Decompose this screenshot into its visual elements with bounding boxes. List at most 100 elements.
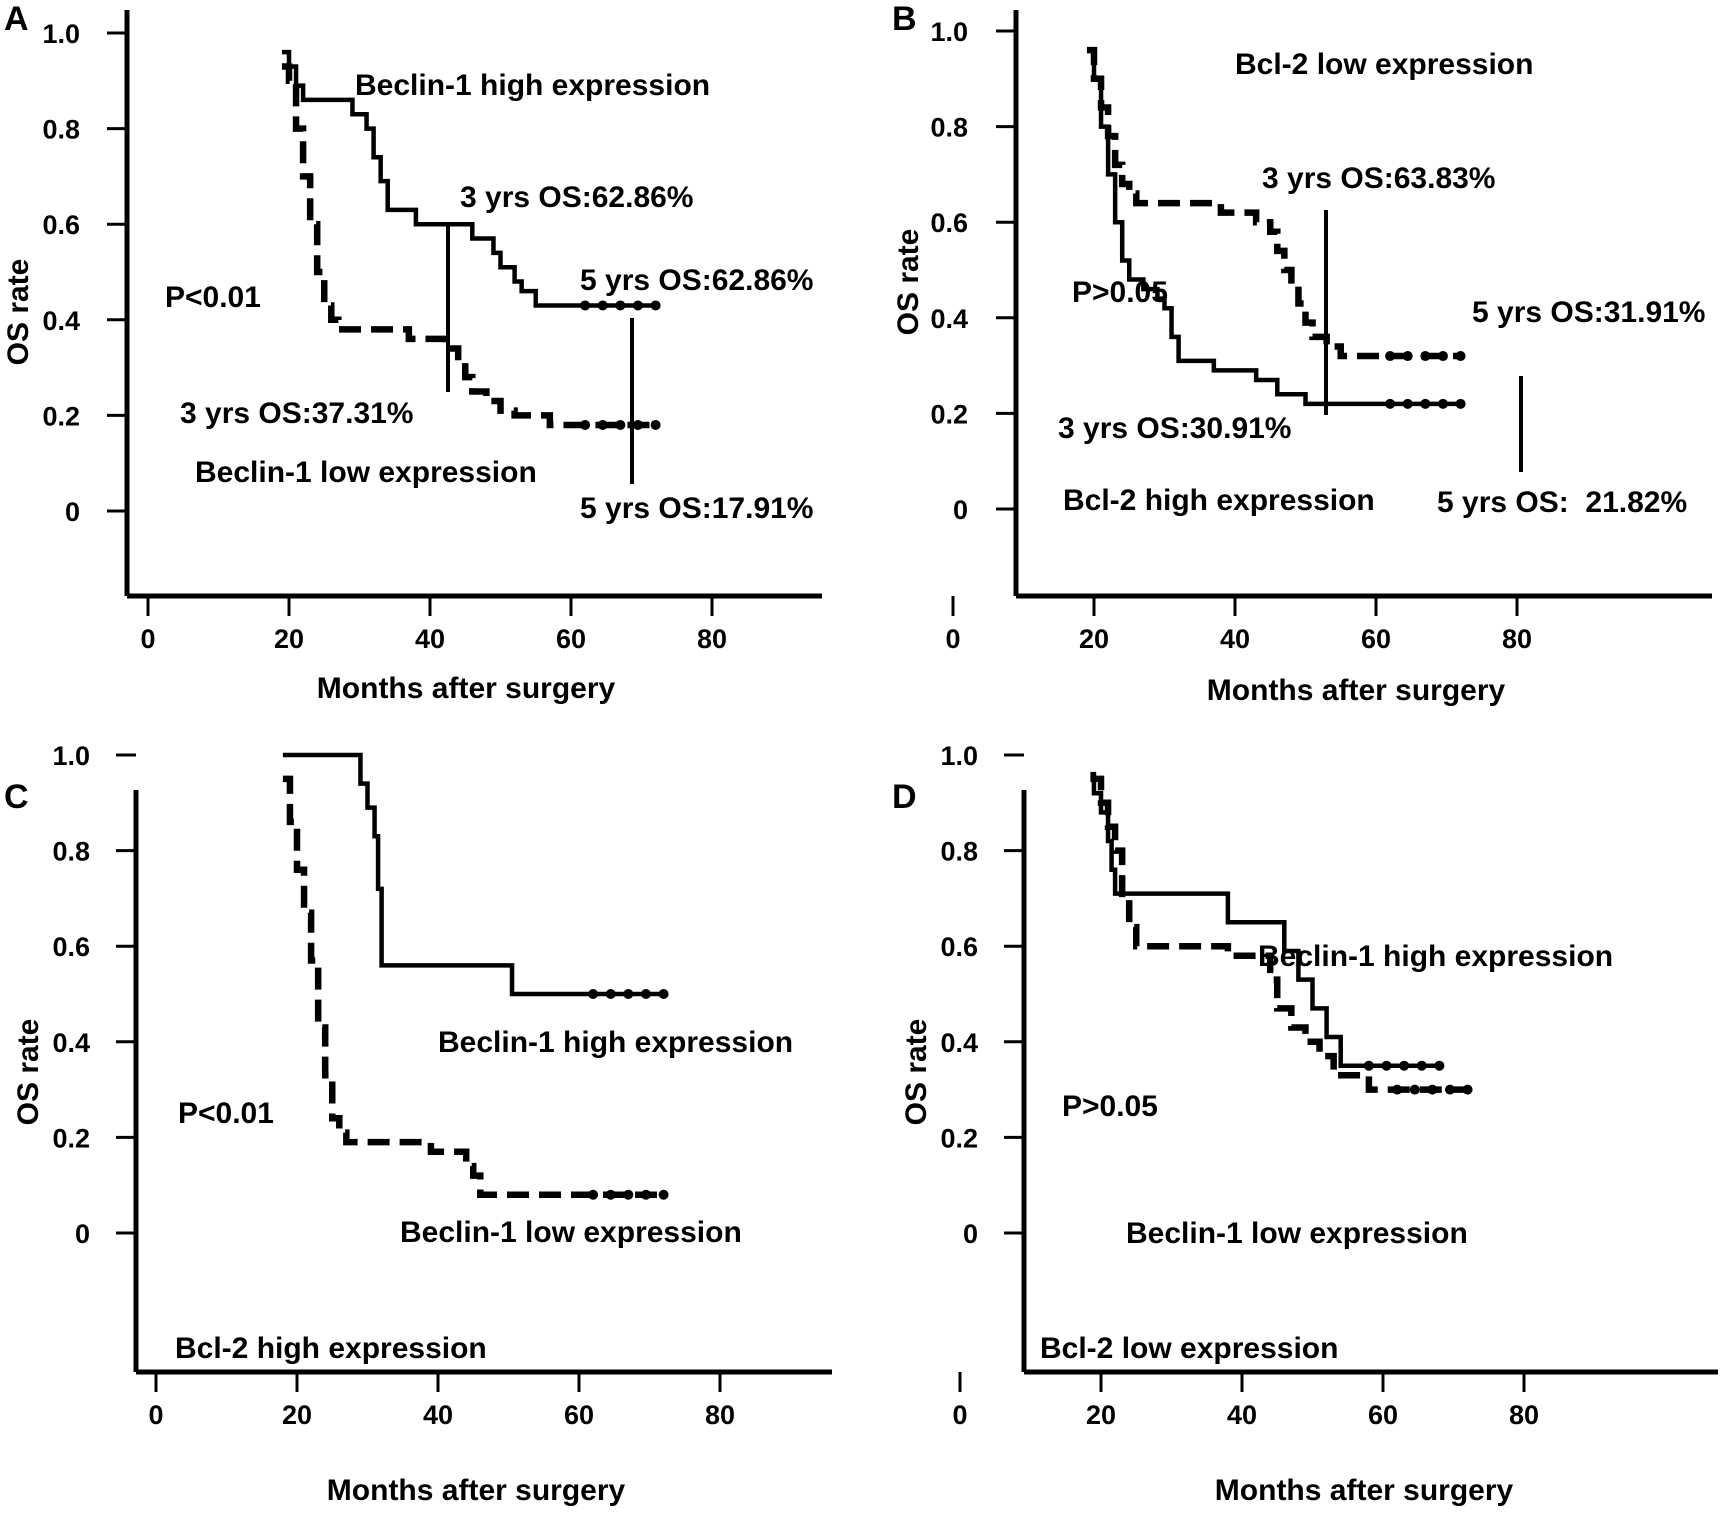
panel-c-x-ticks: 0 20 40 60 80 <box>148 1372 735 1430</box>
panel-a-series-low-label: Beclin-1 low expression <box>195 456 537 489</box>
censor-mark <box>1385 351 1396 362</box>
y-tick-label: 0.6 <box>940 932 978 962</box>
x-tick-label: 80 <box>705 1400 735 1430</box>
censor-mark <box>1437 398 1448 409</box>
censor-mark <box>1363 1060 1374 1071</box>
x-tick-label: 0 <box>952 1400 967 1430</box>
y-tick-label: 0.6 <box>52 932 90 962</box>
panel-a-p-value: P<0.01 <box>165 281 261 314</box>
y-tick-label: 0.8 <box>42 115 80 145</box>
y-tick-label: 0.4 <box>52 1028 90 1058</box>
panel-a-y-ticks: 0 0.2 0.4 0.6 0.8 1.0 <box>42 19 127 527</box>
censor-mark <box>605 1189 616 1200</box>
panel-c-subgroup-label: Bcl-2 high expression <box>175 1332 487 1365</box>
y-tick-label: 1.0 <box>42 19 80 49</box>
x-tick-label: 40 <box>423 1400 453 1430</box>
km-curve-dashed-series-1 <box>282 775 664 1199</box>
panel-c-bcl2-high-subgroup: C 0 0.2 0.4 0.6 0.8 1.0 0 20 40 60 80 Months afte… <box>4 741 832 1507</box>
censor-mark <box>632 300 643 311</box>
censor-mark <box>650 419 661 430</box>
x-tick-label: 80 <box>1509 1400 1539 1430</box>
censor-mark <box>588 989 599 999</box>
panel-b-series-high-label: Bcl-2 high expression <box>1063 484 1375 517</box>
censor-mark <box>580 419 591 430</box>
panel-a-3yr-low: 3 yrs OS:37.31% <box>180 397 413 430</box>
censor-mark <box>615 419 626 430</box>
x-tick-label: 40 <box>415 624 445 654</box>
panel-d-curves <box>1090 771 1473 1095</box>
panel-b-p-value: P>0.05 <box>1072 276 1168 309</box>
censor-mark <box>1392 1084 1403 1095</box>
x-tick-label: 0 <box>148 1400 163 1430</box>
panel-d-x-ticks: 0 20 40 60 80 <box>952 1372 1539 1430</box>
x-tick-label: 60 <box>556 624 586 654</box>
censor-mark <box>632 419 643 430</box>
panel-d-series-low-label: Beclin-1 low expression <box>1126 1217 1468 1250</box>
censor-mark <box>658 1189 669 1200</box>
censor-mark <box>1455 351 1466 362</box>
censor-mark <box>623 1189 634 1200</box>
censor-mark <box>1402 398 1413 409</box>
x-tick-label: 0 <box>945 624 960 654</box>
panel-d-letter: D <box>892 778 917 816</box>
panel-b-x-label: Months after surgery <box>1207 674 1506 707</box>
panel-c-series-high-label: Beclin-1 high expression <box>438 1026 793 1059</box>
y-tick-label: 0.2 <box>42 401 80 431</box>
censor-mark <box>597 300 608 311</box>
panel-b-bcl2-km: B 0 0.2 0.4 0.6 0.8 1.0 0 20 40 60 80 Months afte… <box>892 0 1712 707</box>
panel-a-x-label: Months after surgery <box>317 672 616 705</box>
km-curve-solid-series-0 <box>282 752 664 997</box>
y-tick-label: 1.0 <box>930 17 968 47</box>
censor-mark <box>1385 398 1396 409</box>
panel-b-y-ticks: 0 0.2 0.4 0.6 0.8 1.0 <box>930 17 1016 525</box>
panel-a-series-high-label: Beclin-1 high expression <box>355 69 710 102</box>
x-tick-label: 20 <box>274 624 304 654</box>
panel-d-x-label: Months after surgery <box>1215 1474 1514 1507</box>
censor-mark <box>1437 351 1448 362</box>
censor-mark <box>1434 1060 1445 1071</box>
panel-d-p-value: P>0.05 <box>1062 1090 1158 1123</box>
panel-c-letter: C <box>4 778 29 816</box>
y-tick-label: 0.4 <box>940 1028 978 1058</box>
km-curve-dashed-series-1 <box>1090 775 1468 1093</box>
panel-c-curves <box>282 752 669 1200</box>
panel-b-letter: B <box>892 0 917 38</box>
y-tick-label: 0 <box>953 495 968 525</box>
panel-a-3yr-high: 3 yrs OS:62.86% <box>460 181 693 214</box>
x-tick-label: 0 <box>140 624 155 654</box>
censor-mark <box>597 419 608 430</box>
panel-b-series-low-label: Bcl-2 low expression <box>1235 48 1533 81</box>
panel-c-y-ticks: 0 0.2 0.4 0.6 0.8 1.0 <box>52 741 136 1249</box>
panel-a-5yr-low: 5 yrs OS:17.91% <box>580 492 813 525</box>
km-curve-solid-series-0 <box>1090 771 1440 1068</box>
y-tick-label: 0.6 <box>930 208 968 238</box>
panel-a-5yr-high: 5 yrs OS:62.86% <box>580 264 813 297</box>
panel-c-p-value: P<0.01 <box>178 1097 274 1130</box>
x-tick-label: 60 <box>564 1400 594 1430</box>
censor-mark <box>1402 351 1413 362</box>
y-tick-label: 0.2 <box>52 1123 90 1153</box>
panel-d-y-label: OS rate <box>900 1019 933 1126</box>
km-curve-dashed-series-0 <box>1086 46 1461 360</box>
panel-b-curves <box>1086 46 1466 409</box>
x-tick-label: 20 <box>1086 1400 1116 1430</box>
y-tick-label: 1.0 <box>940 741 978 771</box>
censor-mark <box>1427 1084 1438 1095</box>
censor-mark <box>615 300 626 311</box>
censor-mark <box>605 989 616 999</box>
panel-d-series-high-label: Beclin-1 high expression <box>1258 940 1613 973</box>
panel-a-y-label: OS rate <box>2 259 35 366</box>
x-tick-label: 60 <box>1368 1400 1398 1430</box>
y-tick-label: 0.8 <box>52 837 90 867</box>
censor-mark <box>1416 1060 1427 1071</box>
censor-mark <box>1409 1084 1420 1095</box>
panel-a-x-ticks: 0 20 40 60 80 <box>140 596 727 654</box>
y-tick-label: 0.4 <box>42 306 80 336</box>
y-tick-label: 0 <box>75 1219 90 1249</box>
km-curve-dashed-series-1 <box>281 63 656 429</box>
panel-d-subgroup-label: Bcl-2 low expression <box>1040 1332 1338 1365</box>
panel-b-5yr-low: 5 yrs OS:31.91% <box>1472 296 1705 329</box>
y-tick-label: 0 <box>65 497 80 527</box>
x-tick-label: 80 <box>1502 624 1532 654</box>
